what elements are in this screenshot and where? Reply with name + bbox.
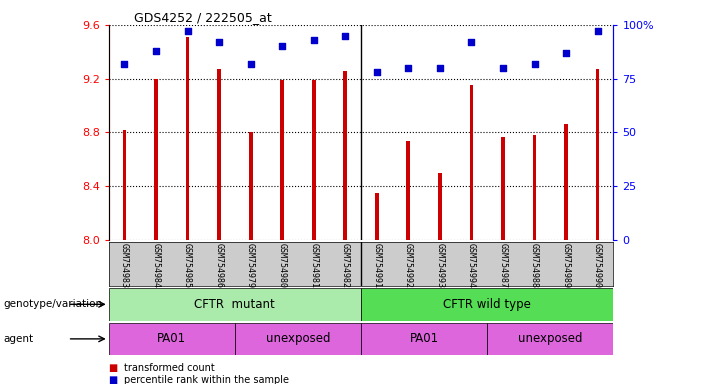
Text: GSM754990: GSM754990 <box>593 243 602 288</box>
Bar <box>501 137 505 240</box>
Text: unexposed: unexposed <box>266 333 330 345</box>
Text: GSM754984: GSM754984 <box>151 243 161 288</box>
Bar <box>487 323 613 355</box>
Bar <box>375 193 379 240</box>
Bar <box>109 288 361 321</box>
Point <box>372 69 383 75</box>
Bar <box>438 173 442 240</box>
Point <box>561 50 572 56</box>
Bar <box>343 71 347 240</box>
Text: GSM754991: GSM754991 <box>372 243 381 288</box>
Text: agent: agent <box>4 334 34 344</box>
Bar <box>533 135 536 240</box>
Text: genotype/variation: genotype/variation <box>4 299 102 310</box>
Bar <box>407 141 410 240</box>
Text: GSM754992: GSM754992 <box>404 243 413 288</box>
Text: GSM754988: GSM754988 <box>530 243 539 288</box>
Bar <box>596 70 599 240</box>
Text: GSM754980: GSM754980 <box>278 243 287 288</box>
Point <box>245 61 257 67</box>
Bar <box>564 124 568 240</box>
Bar <box>154 79 158 240</box>
Bar <box>280 80 284 240</box>
Point <box>592 28 604 35</box>
Point <box>498 65 509 71</box>
Text: GDS4252 / 222505_at: GDS4252 / 222505_at <box>134 11 272 24</box>
Bar <box>123 130 126 240</box>
Point <box>277 43 288 50</box>
Bar <box>470 85 473 240</box>
Point <box>466 39 477 45</box>
Bar <box>312 80 315 240</box>
Point <box>214 39 225 45</box>
Point <box>435 65 446 71</box>
Text: GSM754987: GSM754987 <box>498 243 508 288</box>
Bar <box>249 132 252 240</box>
Text: GSM754981: GSM754981 <box>309 243 318 288</box>
Text: GSM754994: GSM754994 <box>467 243 476 288</box>
Bar <box>109 323 235 355</box>
Text: PA01: PA01 <box>157 333 186 345</box>
Text: GSM754979: GSM754979 <box>246 243 255 288</box>
Bar <box>217 70 221 240</box>
Text: GSM754993: GSM754993 <box>435 243 444 288</box>
Point <box>340 33 351 39</box>
Text: CFTR wild type: CFTR wild type <box>443 298 531 311</box>
Text: PA01: PA01 <box>409 333 439 345</box>
Text: ■: ■ <box>109 363 121 373</box>
Text: GSM754985: GSM754985 <box>183 243 192 288</box>
Point <box>403 65 414 71</box>
Point <box>182 28 193 35</box>
Point <box>529 61 540 67</box>
Text: CFTR  mutant: CFTR mutant <box>194 298 275 311</box>
Text: unexposed: unexposed <box>518 333 583 345</box>
Text: GSM754982: GSM754982 <box>341 243 350 288</box>
Bar <box>361 323 487 355</box>
Point <box>308 37 320 43</box>
Text: GSM754989: GSM754989 <box>562 243 571 288</box>
Text: GSM754986: GSM754986 <box>215 243 224 288</box>
Text: transformed count: transformed count <box>124 363 215 373</box>
Bar <box>361 288 613 321</box>
Bar <box>235 323 361 355</box>
Text: GSM754983: GSM754983 <box>120 243 129 288</box>
Text: percentile rank within the sample: percentile rank within the sample <box>124 375 289 384</box>
Text: ■: ■ <box>109 375 121 384</box>
Point <box>119 61 130 67</box>
Bar <box>186 37 189 240</box>
Point <box>151 48 162 54</box>
